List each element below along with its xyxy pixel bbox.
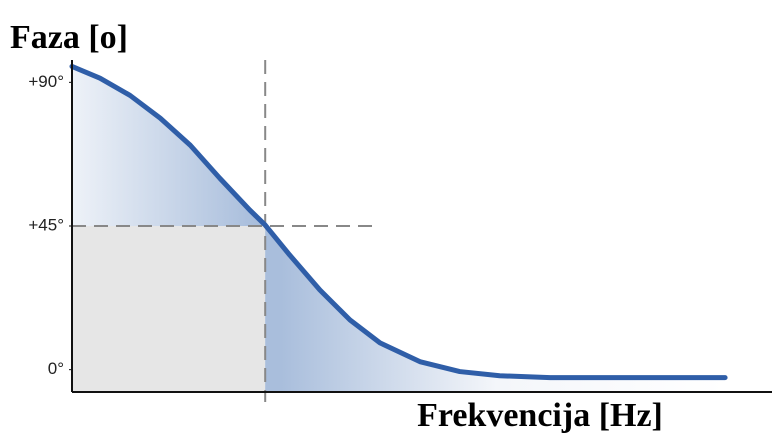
- y-tick-label: +45°: [28, 215, 64, 234]
- plot-area: +90° +45° 0°: [28, 60, 772, 402]
- y-tick-label: 0°: [48, 359, 64, 378]
- y-tick-label: +90°: [28, 72, 64, 91]
- chart-title: Faza [o]: [10, 19, 128, 56]
- x-axis-label: Frekvencija [Hz]: [417, 397, 663, 434]
- line: [69, 63, 728, 381]
- crossover-region: [72, 226, 266, 392]
